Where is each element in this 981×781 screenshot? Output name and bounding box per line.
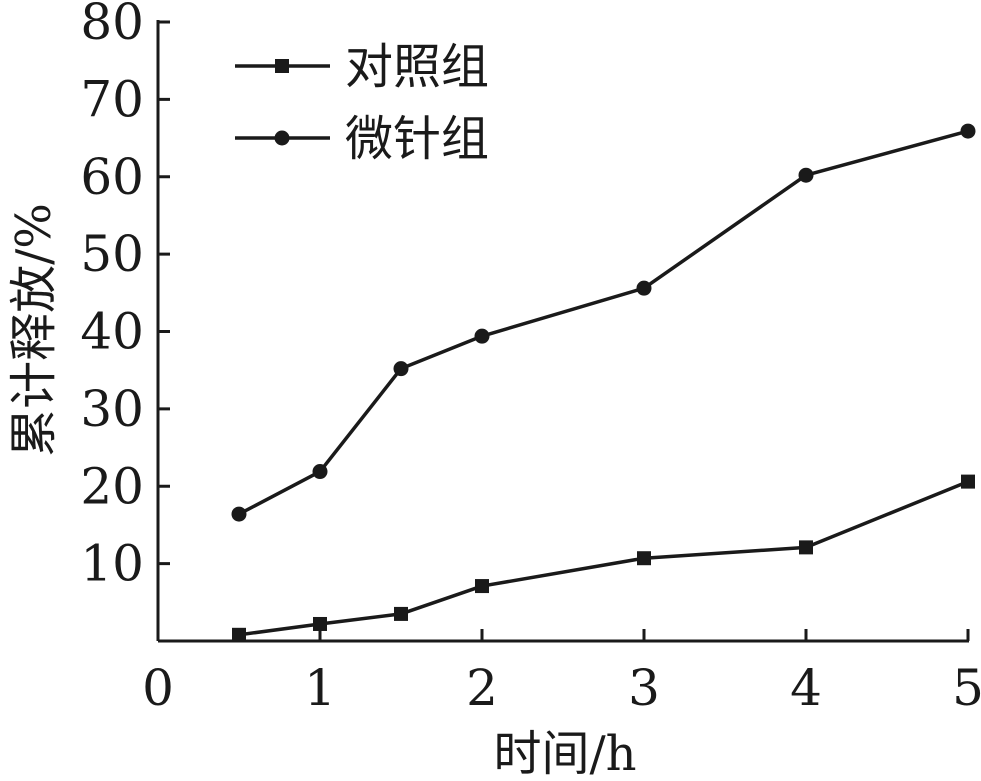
legend-entry: 对照组: [235, 39, 489, 95]
x-tick-label: 1: [304, 659, 336, 717]
series-1: [231, 123, 976, 522]
y-tick-label: 40: [80, 303, 144, 361]
x-axis-title: 时间/h: [493, 726, 636, 781]
x-tick-label: 2: [466, 659, 498, 717]
y-tick-label: 60: [80, 148, 144, 206]
data-point: [231, 506, 247, 522]
legend-entry: 微针组: [235, 111, 489, 167]
y-tick-label: 50: [80, 225, 144, 283]
legend-marker: [274, 130, 290, 146]
series-line: [238, 129, 969, 516]
x-tick-label: 4: [790, 659, 822, 717]
legend-label: 对照组: [345, 39, 489, 95]
y-tick-label: 80: [80, 0, 144, 51]
x-tick-label: 0: [142, 659, 174, 717]
data-point: [799, 540, 813, 555]
tick-group: 0 1 2 3 4 5 10 20 30 40 50 60 70 80: [80, 0, 981, 717]
y-tick-label: 70: [80, 70, 144, 128]
data-point: [637, 551, 651, 566]
data-point: [312, 464, 328, 480]
y-tick-label: 20: [80, 457, 144, 515]
data-point: [394, 606, 408, 621]
legend-label: 微针组: [345, 111, 489, 167]
data-point: [474, 328, 490, 344]
series-0: [232, 474, 975, 642]
legend-marker: [275, 59, 289, 73]
data-point: [313, 616, 327, 631]
y-tick-label: 10: [80, 535, 144, 593]
x-tick-label: 3: [628, 659, 660, 717]
y-tick-label: 30: [80, 380, 144, 438]
data-point: [798, 167, 814, 183]
data-point: [232, 627, 246, 642]
series-line: [238, 479, 969, 637]
axes: [156, 20, 969, 643]
y-axis-title: 累计释放/%: [6, 203, 62, 457]
x-tick-label: 5: [952, 659, 981, 717]
series-layer: [231, 123, 976, 642]
data-point: [475, 579, 489, 594]
data-point: [961, 474, 975, 489]
data-point: [393, 361, 409, 377]
data-point: [960, 123, 976, 139]
data-point: [636, 280, 652, 296]
